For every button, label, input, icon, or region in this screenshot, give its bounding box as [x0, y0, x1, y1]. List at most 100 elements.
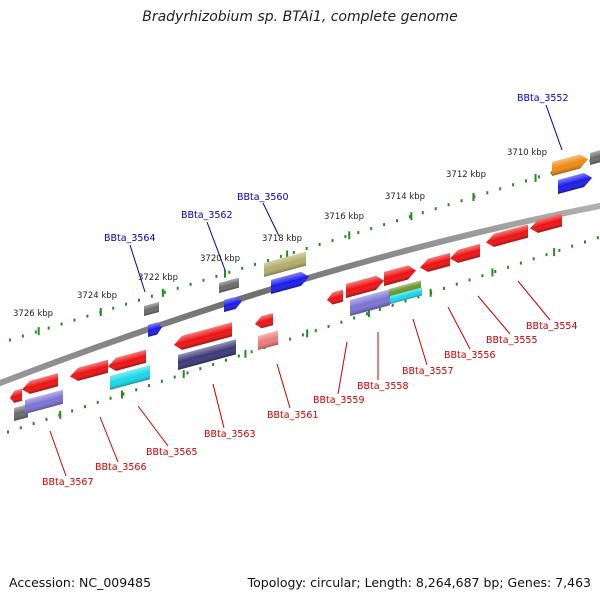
gene-label: BBta_3554: [526, 321, 578, 332]
gene-shading: [10, 388, 22, 403]
gene-shading: [590, 149, 600, 165]
gene-leader-line: [262, 202, 280, 237]
gene-feature: [10, 388, 22, 403]
gene-shading: [22, 373, 58, 394]
gene-feature: [390, 287, 422, 304]
tick-label: 3714 kbp: [385, 192, 425, 202]
gene-label: BBta_3559: [313, 395, 365, 406]
tick-track-layer: [7, 159, 599, 434]
gene-label: BBta_3558: [357, 381, 409, 392]
gene-leader-line: [206, 221, 226, 271]
gene-leader-line: [517, 280, 551, 321]
gene-label: BBta_3560: [237, 192, 289, 203]
gene-shading: [389, 280, 421, 297]
gene-feature: [346, 275, 384, 298]
gene-label: BBta_3564: [104, 233, 156, 244]
gene-shading: [108, 349, 146, 371]
gene-leader-line: [137, 405, 169, 447]
gene-leader-line: [477, 295, 511, 335]
gene-leader-line: [49, 430, 67, 477]
gene-shading: [14, 404, 28, 421]
backbone-line: [0, 202, 600, 387]
gene-shading: [255, 313, 273, 329]
gene-shading: [384, 265, 416, 286]
gene-shading: [558, 172, 592, 194]
tick-label: 3726 kbp: [13, 309, 53, 319]
tick-label: 3712 kbp: [446, 170, 486, 180]
gene-feature: [486, 224, 528, 247]
gene-shading: [110, 365, 150, 390]
gene-shading: [450, 243, 480, 263]
topology-text: Topology: circular; Length: 8,264,687 bp…: [247, 575, 591, 590]
gene-feature: [450, 243, 480, 263]
gene-feature: [264, 251, 306, 277]
gene-shading: [530, 213, 562, 233]
gene-feature: [25, 389, 63, 414]
gene-shading: [144, 301, 159, 316]
gene-shading: [258, 330, 278, 350]
gene-shading: [70, 359, 108, 381]
tick-label: 3718 kbp: [262, 234, 302, 244]
tick-label: 3724 kbp: [77, 291, 117, 301]
gene-shading: [420, 252, 450, 272]
gene-shading: [174, 322, 232, 350]
tick-label: 3710 kbp: [507, 148, 547, 158]
gene-leader-line: [412, 318, 428, 366]
gene-shading: [271, 271, 309, 294]
accession-text: Accession: NC_009485: [9, 575, 152, 590]
gene-feature: [327, 289, 343, 305]
gene-label: BBta_3561: [267, 410, 319, 421]
tick-label: 3716 kbp: [324, 212, 364, 222]
gene-feature: [389, 280, 421, 297]
gene-feature: [174, 322, 232, 350]
tick-label: 3720 kbp: [200, 254, 240, 264]
gene-feature: [178, 339, 236, 370]
gene-shading: [486, 224, 528, 247]
gene-shading: [178, 339, 236, 370]
gene-label: BBta_3555: [486, 335, 538, 346]
gene-leader-line: [99, 416, 119, 463]
gene-feature: [110, 365, 150, 390]
gene-leader-line: [447, 306, 471, 350]
gene-feature: [144, 301, 159, 316]
gene-leader-line: [276, 363, 291, 409]
gene-feature: [224, 296, 242, 312]
gene-feature: [384, 265, 416, 286]
gene-shading: [327, 289, 343, 305]
gene-label: BBta_3566: [95, 462, 147, 473]
gene-layer: [10, 149, 600, 421]
gene-shading: [350, 289, 390, 316]
gene-shading: [390, 287, 422, 304]
gene-feature: [258, 330, 278, 350]
gene-label: BBta_3557: [402, 366, 454, 377]
gene-feature: [590, 149, 600, 165]
gene-feature: [219, 277, 239, 293]
gene-shading: [224, 296, 242, 312]
gene-leader-line: [212, 383, 225, 429]
gene-feature: [552, 154, 588, 176]
tick-label: 3722 kbp: [138, 273, 178, 283]
gene-label: BBta_3565: [146, 447, 198, 458]
gene-leader-line: [337, 341, 348, 395]
gene-shading: [346, 275, 384, 298]
gene-feature: [70, 359, 108, 381]
gene-shading: [25, 389, 63, 414]
gene-feature: [148, 322, 162, 337]
gene-label: BBta_3562: [181, 210, 233, 221]
label-layer: 3726 kbp 3724 kbp 3722 kbp 3720 kbp 3718 kbp…: [13, 93, 578, 488]
gene-leader-line: [545, 104, 563, 151]
gene-feature: [530, 213, 562, 233]
gene-feature: [255, 313, 273, 329]
gene-label: BBta_3567: [42, 477, 94, 488]
gene-feature: [558, 172, 592, 194]
gene-shading: [148, 322, 162, 337]
gene-label: BBta_3563: [204, 429, 256, 440]
gene-shading: [264, 251, 306, 277]
gene-shading: [552, 154, 588, 176]
gene-feature: [420, 252, 450, 272]
genome-backbone: [0, 202, 600, 387]
gene-label: BBta_3552: [517, 93, 569, 104]
gene-feature: [350, 289, 390, 316]
map-title: Bradyrhizobium sp. BTAi1, complete genom…: [142, 9, 458, 25]
